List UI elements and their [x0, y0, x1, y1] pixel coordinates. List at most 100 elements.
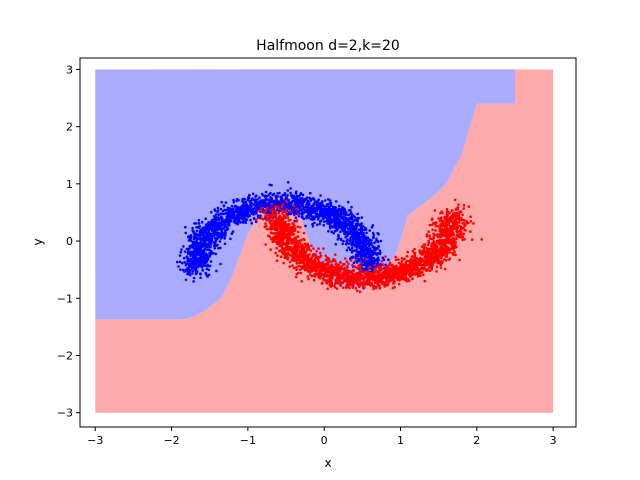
point-blue: [311, 218, 314, 221]
point-red: [306, 275, 310, 278]
axes-frame: [79, 57, 577, 428]
point-blue: [343, 213, 347, 216]
point-red: [336, 281, 339, 285]
point-red: [293, 245, 297, 249]
point-red: [461, 233, 465, 236]
point-blue: [208, 264, 212, 268]
point-blue: [315, 209, 319, 213]
point-red: [414, 266, 418, 269]
point-blue: [234, 220, 237, 223]
point-red: [447, 228, 451, 231]
point-red: [311, 253, 315, 256]
point-red: [386, 272, 389, 275]
point-red: [312, 278, 316, 282]
point-blue: [361, 258, 364, 262]
point-blue: [199, 272, 202, 276]
point-red: [401, 264, 404, 268]
point-blue: [201, 231, 205, 234]
point-blue: [193, 255, 196, 258]
region-red: [95, 69, 554, 413]
point-blue: [362, 228, 366, 232]
point-red: [440, 261, 444, 265]
point-blue: [230, 204, 234, 208]
point-blue: [270, 197, 274, 200]
point-blue: [297, 209, 301, 213]
point-blue: [227, 216, 231, 219]
point-blue: [347, 246, 350, 249]
point-blue: [205, 231, 209, 235]
point-red: [398, 276, 402, 279]
point-blue: [201, 249, 205, 252]
point-blue: [353, 230, 357, 234]
point-red: [396, 269, 400, 273]
point-red: [413, 255, 417, 259]
point-blue: [266, 194, 269, 198]
point-red: [327, 267, 331, 271]
point-red: [323, 275, 326, 278]
point-red: [275, 228, 279, 231]
point-red: [382, 280, 385, 284]
point-blue: [254, 199, 257, 203]
point-blue: [224, 234, 227, 237]
point-blue: [306, 215, 309, 218]
point-blue: [224, 201, 228, 204]
point-red: [306, 242, 310, 246]
point-blue: [347, 242, 351, 245]
point-blue: [198, 244, 202, 247]
point-blue: [232, 212, 236, 215]
point-blue: [317, 198, 321, 201]
point-blue: [371, 252, 375, 256]
point-red: [306, 268, 309, 272]
point-red: [455, 225, 458, 228]
point-red: [341, 281, 345, 285]
point-blue: [189, 269, 193, 272]
point-blue: [194, 233, 198, 237]
point-red: [410, 254, 414, 258]
point-blue: [293, 213, 296, 216]
point-blue: [371, 224, 375, 227]
point-red: [357, 264, 360, 268]
point-blue: [240, 209, 244, 213]
point-red: [310, 274, 314, 278]
x-tick-label: −2: [163, 434, 179, 447]
point-blue: [328, 211, 332, 215]
point-red: [353, 265, 357, 269]
point-blue: [339, 238, 343, 242]
point-red: [341, 263, 345, 266]
point-red: [307, 246, 311, 250]
point-red: [272, 209, 276, 212]
point-blue: [322, 223, 326, 227]
point-blue: [350, 251, 354, 254]
point-red: [279, 239, 283, 242]
point-red: [402, 258, 406, 261]
point-blue: [192, 276, 196, 280]
point-blue: [217, 227, 221, 230]
point-red: [420, 245, 424, 248]
point-blue: [287, 203, 291, 207]
point-red: [371, 278, 374, 281]
point-red: [469, 215, 472, 218]
point-red: [376, 270, 380, 273]
point-red: [365, 283, 369, 286]
point-red: [269, 231, 273, 235]
point-blue: [329, 201, 333, 205]
point-blue: [345, 239, 349, 242]
point-blue: [350, 255, 354, 259]
point-red: [260, 207, 263, 210]
point-red: [295, 219, 299, 222]
point-blue: [188, 244, 192, 248]
point-blue: [186, 259, 190, 262]
point-blue: [191, 226, 194, 230]
point-blue: [327, 229, 330, 233]
point-red: [276, 234, 279, 237]
point-blue: [187, 235, 190, 239]
point-red: [435, 270, 438, 273]
point-red: [463, 228, 466, 232]
point-red: [282, 216, 285, 220]
point-red: [288, 209, 292, 213]
point-blue: [339, 230, 342, 234]
point-blue: [232, 215, 236, 219]
point-blue: [219, 212, 223, 215]
point-red: [318, 264, 322, 268]
point-red: [254, 218, 258, 221]
